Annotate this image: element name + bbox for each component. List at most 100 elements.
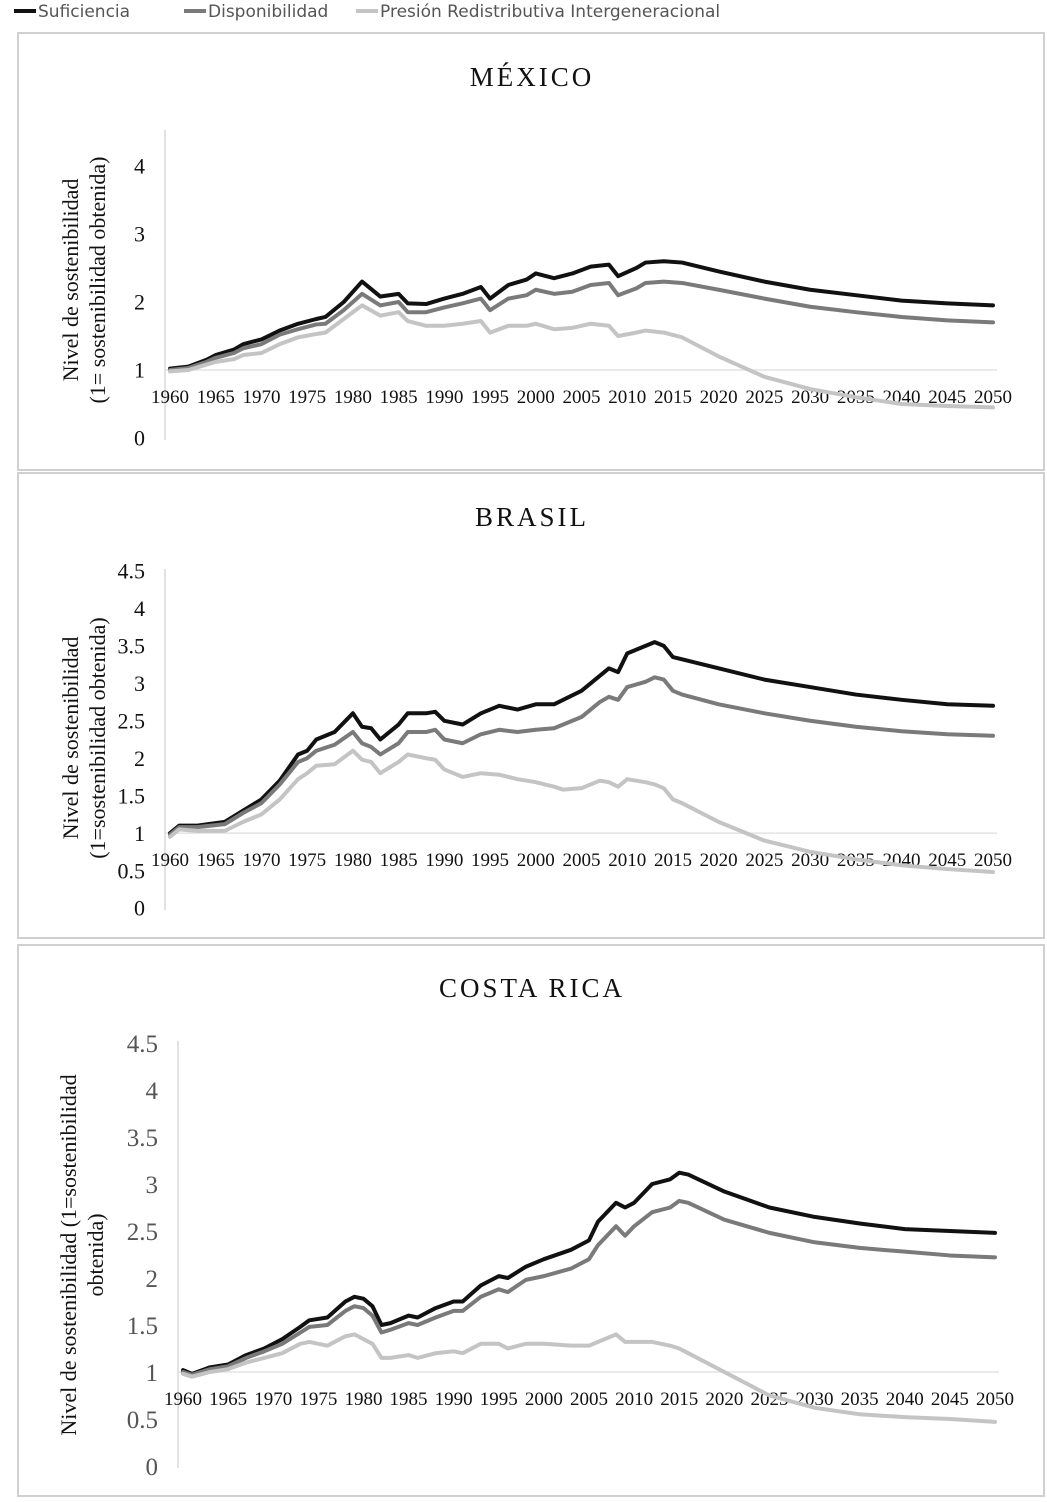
- y-tick-label: 4: [146, 1078, 159, 1105]
- x-tick-label: 2000: [517, 850, 555, 871]
- x-tick-label: 1985: [390, 1389, 428, 1410]
- x-tick-label: 1970: [254, 1389, 292, 1410]
- x-tick-label: 2050: [974, 387, 1012, 408]
- series-line: [181, 1332, 997, 1424]
- y-tick-label: 0.5: [118, 858, 146, 883]
- x-tick-label: 1975: [299, 1389, 337, 1410]
- y-tick-label: 4.5: [118, 559, 146, 584]
- y-tick-label: 3.5: [127, 1125, 158, 1152]
- x-tick-label: 1995: [471, 850, 509, 871]
- y-axis-label: (1=sostenibilidad obtenida): [85, 617, 110, 859]
- x-tick-label: 1980: [344, 1389, 382, 1410]
- x-tick-label: 1965: [209, 1389, 247, 1410]
- legend-label: Presión Redistributiva Intergeneracional: [380, 2, 720, 22]
- x-tick-label: 2050: [976, 1389, 1014, 1410]
- panel-frame: [17, 472, 1045, 939]
- x-tick-label: 2025: [745, 850, 783, 871]
- chart-title: MÉXICO: [470, 62, 595, 92]
- y-axis-label: Nivel de sostenibilidad: [58, 179, 83, 382]
- x-tick-label: 2035: [841, 1389, 879, 1410]
- y-tick-label: 4.5: [127, 1031, 158, 1058]
- x-tick-label: 1965: [197, 850, 235, 871]
- y-tick-label: 2: [134, 746, 145, 771]
- chart-title: BRASIL: [475, 502, 589, 532]
- y-tick-label: 2: [134, 290, 145, 315]
- y-tick-label: 2.5: [118, 708, 146, 733]
- y-tick-label: 3: [134, 222, 145, 247]
- y-tick-label: 4: [134, 154, 145, 179]
- y-tick-label: 3: [146, 1172, 159, 1199]
- y-tick-label: 1: [146, 1360, 159, 1387]
- x-tick-label: 2025: [745, 387, 783, 408]
- series-line: [168, 303, 995, 410]
- x-tick-label: 2050: [974, 850, 1012, 871]
- x-tick-label: 2040: [886, 1389, 924, 1410]
- x-tick-label: 1960: [164, 1389, 202, 1410]
- y-tick-label: 2: [146, 1266, 159, 1293]
- x-tick-label: 2005: [563, 850, 601, 871]
- x-tick-label: 1980: [334, 387, 372, 408]
- x-tick-label: 1990: [425, 850, 463, 871]
- x-tick-label: 1975: [288, 387, 326, 408]
- x-tick-label: 1975: [288, 850, 326, 871]
- x-tick-label: 1990: [435, 1389, 473, 1410]
- x-tick-label: 2005: [563, 387, 601, 408]
- x-tick-label: 2000: [517, 387, 555, 408]
- x-tick-label: 2045: [931, 1389, 969, 1410]
- x-tick-label: 2015: [660, 1389, 698, 1410]
- legend-label: Suficiencia: [38, 2, 130, 22]
- x-tick-label: 2000: [525, 1389, 563, 1410]
- chart-title: COSTA RICA: [439, 973, 625, 1003]
- y-tick-label: 3.5: [118, 634, 146, 659]
- y-tick-label: 2.5: [127, 1219, 158, 1246]
- x-tick-label: 2025: [750, 1389, 788, 1410]
- y-tick-label: 1: [134, 821, 145, 846]
- y-axis-label: obtenida): [83, 1213, 108, 1296]
- x-tick-label: 2010: [608, 387, 646, 408]
- x-tick-label: 1960: [151, 387, 189, 408]
- y-axis-label: Nivel de sostenibilidad: [58, 637, 83, 840]
- x-tick-label: 2010: [615, 1389, 653, 1410]
- x-tick-label: 2045: [928, 850, 966, 871]
- y-tick-label: 1.5: [127, 1313, 158, 1340]
- series-line: [168, 259, 995, 371]
- series-line: [168, 748, 995, 875]
- y-tick-label: 4: [134, 596, 145, 621]
- series-line: [168, 640, 995, 836]
- x-tick-label: 1960: [151, 850, 189, 871]
- series-line: [168, 675, 995, 837]
- x-tick-label: 2010: [608, 850, 646, 871]
- x-tick-label: 1980: [334, 850, 372, 871]
- x-tick-label: 2020: [700, 387, 738, 408]
- x-tick-label: 1970: [242, 387, 280, 408]
- x-tick-label: 2015: [654, 387, 692, 408]
- x-tick-label: 2020: [705, 1389, 743, 1410]
- y-tick-label: 1.5: [118, 783, 146, 808]
- y-axis-label: (1= sostenibilidad obtenida): [85, 156, 110, 403]
- x-tick-label: 2045: [928, 387, 966, 408]
- x-tick-label: 2005: [570, 1389, 608, 1410]
- panel-frame: [17, 944, 1045, 1497]
- y-tick-label: 1: [134, 358, 145, 383]
- y-tick-label: 0: [134, 426, 145, 451]
- panel-frame: [17, 32, 1045, 471]
- y-tick-label: 0: [134, 896, 145, 921]
- x-tick-label: 1990: [425, 387, 463, 408]
- legend-label: Disponibilidad: [208, 2, 328, 22]
- x-tick-label: 1985: [380, 850, 418, 871]
- y-tick-label: 0.5: [127, 1407, 158, 1434]
- x-tick-label: 1970: [242, 850, 280, 871]
- x-tick-label: 1985: [380, 387, 418, 408]
- x-tick-label: 1995: [471, 387, 509, 408]
- x-tick-label: 2020: [700, 850, 738, 871]
- x-tick-label: 1965: [197, 387, 235, 408]
- series-line: [181, 1170, 997, 1376]
- y-axis-label: Nivel de sostenibilidad (1=sostenibilida…: [56, 1074, 81, 1435]
- y-tick-label: 3: [134, 671, 145, 696]
- series-line: [168, 279, 995, 372]
- x-tick-label: 1995: [480, 1389, 518, 1410]
- y-tick-label: 0: [146, 1454, 159, 1481]
- series-line: [181, 1198, 997, 1377]
